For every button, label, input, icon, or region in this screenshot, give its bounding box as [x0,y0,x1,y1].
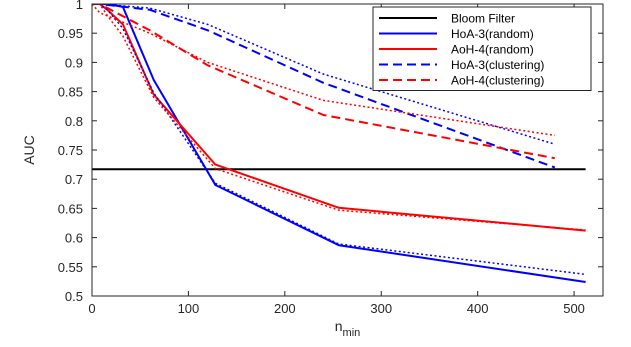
x-tick-label: 200 [274,301,296,316]
y-tick-label: 0.95 [58,26,83,41]
series-line-dotted-5 [93,4,586,276]
series-line-dotted-6 [93,4,586,231]
y-tick-label: 0.9 [65,55,83,70]
legend-label: AoH-4(random) [451,43,534,57]
y-tick-label: 0.8 [65,114,83,129]
y-tick-label: 0.75 [58,143,83,158]
axis-ticks: 0 100 200 300 400 500 0.5 0.55 0.6 0.65 0.7 0.75 0.8… [58,0,603,316]
y-tick-label: 0.6 [65,231,83,246]
y-tick-label: 0.7 [65,172,83,187]
plot-marks [92,4,586,283]
x-tick-label: 400 [467,301,489,316]
series-line-dotted-7 [92,4,556,145]
x-axis-label-main: n [335,318,343,334]
series-line-aoh-4-clustering- [92,4,555,160]
legend-label: Bloom Filter [451,12,515,26]
series-line-aoh-4-random- [93,4,586,232]
legend-label: AoH-4(clustering) [451,74,544,88]
x-tick-label: 300 [370,301,392,316]
x-axis-label-subscript: min [343,327,361,339]
series-line-hoa-3-clustering- [92,4,556,169]
y-tick-label: 0.85 [58,85,83,100]
legend-label: HoA-3(clustering) [451,58,544,72]
y-tick-label: 0.65 [58,201,83,216]
series-line-dotted-8 [92,4,555,137]
legend-label: HoA-3(random) [451,27,534,41]
y-axis-label: AUC [21,135,37,165]
y-tick-label: 0.5 [65,289,83,304]
y-tick-label: 0.55 [58,260,83,275]
x-axis-label: nmin [335,318,361,339]
x-tick-label: 100 [178,301,200,316]
y-tick-label: 1 [76,0,83,12]
x-tick-label: 500 [563,301,585,316]
x-tick-label: 0 [88,301,95,316]
